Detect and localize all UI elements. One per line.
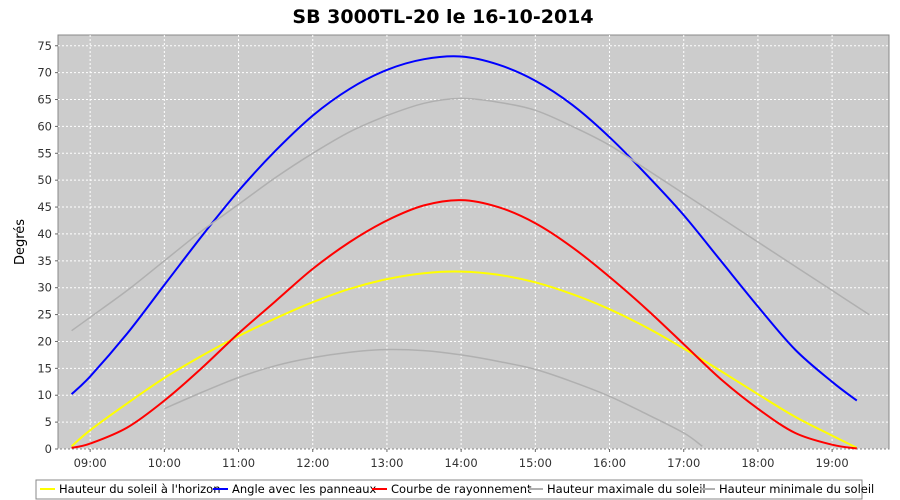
plot-area <box>57 34 890 450</box>
legend-label: Hauteur maximale du soleil <box>547 482 706 496</box>
legend-label: Hauteur du soleil à l'horizon <box>59 482 221 496</box>
y-tick-label: 30 <box>37 281 52 295</box>
legend-label: Hauteur minimale du soleil <box>719 482 874 496</box>
y-axis: 0 5 10 15 20 25 30 35 40 45 50 55 60 65 70 75 <box>37 39 58 456</box>
x-axis: 09:00 10:00 11:00 12:00 13:00 14:00 15:00 16:00… <box>74 449 849 470</box>
legend-items: Hauteur du soleil à l'horizon Angle avec … <box>40 482 874 496</box>
series-line-3 <box>71 199 857 450</box>
x-tick-label: 15:00 <box>519 456 552 470</box>
y-tick-label: 0 <box>45 442 52 456</box>
y-tick-label: 10 <box>37 388 52 402</box>
y-tick-label: 50 <box>37 173 52 187</box>
x-tick-label: 12:00 <box>296 456 329 470</box>
y-tick-label: 60 <box>37 119 52 133</box>
y-tick-label: 65 <box>37 93 52 107</box>
y-axis-label: Degrés <box>13 219 28 265</box>
x-tick-label: 14:00 <box>445 456 478 470</box>
y-tick-label: 20 <box>37 334 52 348</box>
y-tick-label: 55 <box>37 146 52 160</box>
y-tick-label: 5 <box>45 415 52 429</box>
x-tick-label: 13:00 <box>370 456 403 470</box>
x-tick-label: 19:00 <box>816 456 849 470</box>
legend-label: Courbe de rayonnement <box>391 482 532 496</box>
y-tick-label: 25 <box>37 308 52 322</box>
series-line-4 <box>71 97 870 332</box>
x-tick-label: 09:00 <box>74 456 107 470</box>
y-tick-label: 45 <box>37 200 52 214</box>
series-line-5 <box>164 348 703 447</box>
chart-title: SB 3000TL-20 le 16-10-2014 <box>292 6 593 28</box>
x-tick-label: 16:00 <box>593 456 626 470</box>
series-line-1 <box>70 270 858 449</box>
y-tick-label: 70 <box>37 66 52 80</box>
x-tick-label: 11:00 <box>222 456 255 470</box>
x-tick-label: 18:00 <box>741 456 774 470</box>
y-tick-label: 15 <box>37 361 52 375</box>
y-tick-label: 40 <box>37 227 52 241</box>
x-tick-label: 10:00 <box>148 456 181 470</box>
series-group <box>70 55 870 450</box>
y-tick-label: 35 <box>37 254 52 268</box>
x-tick-label: 17:00 <box>667 456 700 470</box>
y-tick-label: 75 <box>37 39 52 53</box>
legend <box>35 479 863 500</box>
legend-label: Angle avec les panneaux <box>232 482 377 496</box>
grid <box>58 35 889 450</box>
series-line-2 <box>70 55 858 402</box>
